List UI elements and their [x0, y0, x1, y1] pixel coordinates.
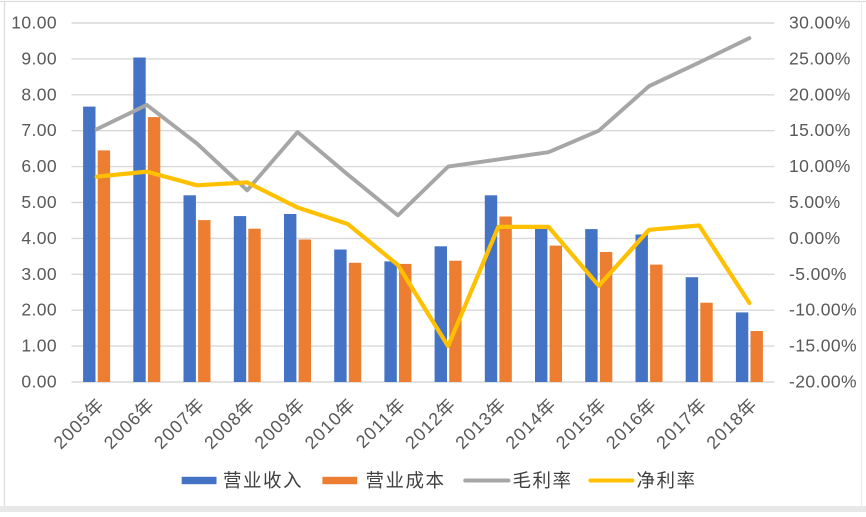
svg-text:-10.00%: -10.00%	[789, 300, 857, 320]
svg-text:15.00%: 15.00%	[789, 120, 851, 140]
svg-text:-5.00%: -5.00%	[789, 264, 847, 284]
svg-text:5.00: 5.00	[21, 192, 57, 212]
svg-text:毛利率: 毛利率	[513, 470, 573, 491]
svg-text:0.00%: 0.00%	[789, 228, 841, 248]
svg-text:6.00: 6.00	[21, 156, 57, 176]
svg-text:10.00%: 10.00%	[789, 156, 851, 176]
svg-text:-20.00%: -20.00%	[789, 372, 857, 392]
svg-text:30.00%: 30.00%	[789, 13, 851, 33]
svg-text:9.00: 9.00	[21, 48, 57, 68]
svg-text:净利率: 净利率	[637, 470, 697, 491]
svg-text:5.00%: 5.00%	[789, 192, 841, 212]
svg-text:10.00: 10.00	[11, 13, 57, 33]
svg-text:营业成本: 营业成本	[366, 470, 446, 491]
svg-text:0.00: 0.00	[21, 372, 57, 392]
svg-text:4.00: 4.00	[21, 228, 57, 248]
svg-text:营业收入: 营业收入	[223, 470, 303, 491]
svg-text:-15.00%: -15.00%	[789, 336, 857, 356]
svg-text:2.00: 2.00	[21, 300, 57, 320]
svg-text:8.00: 8.00	[21, 84, 57, 104]
svg-text:20.00%: 20.00%	[789, 84, 851, 104]
svg-text:1.00: 1.00	[21, 336, 57, 356]
svg-text:3.00: 3.00	[21, 264, 57, 284]
svg-text:7.00: 7.00	[21, 120, 57, 140]
svg-text:25.00%: 25.00%	[789, 48, 851, 68]
